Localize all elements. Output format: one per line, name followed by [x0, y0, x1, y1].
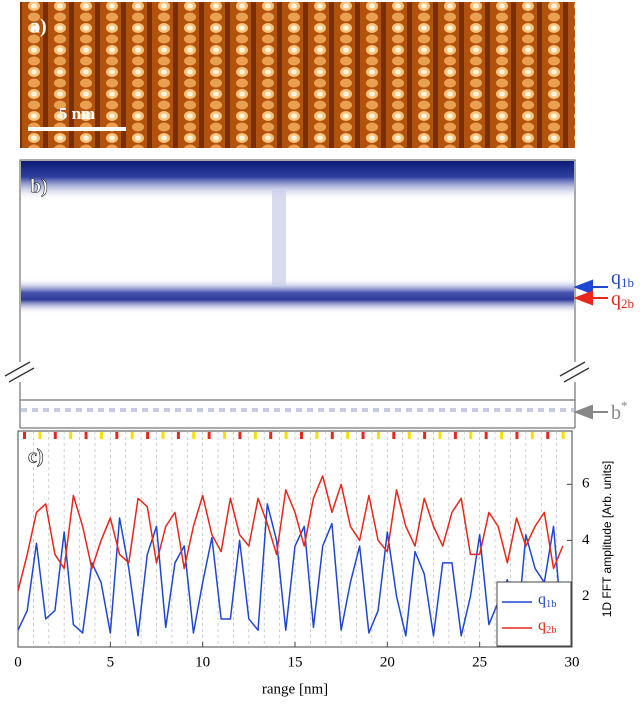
x-tick-label: 10: [195, 654, 210, 670]
lattice-marker: [315, 432, 319, 439]
stm-image: [20, 2, 575, 148]
lattice-marker: [407, 432, 411, 439]
y-tick-label: 4: [582, 532, 590, 548]
lattice-marker: [53, 432, 57, 439]
panel-label: c): [28, 446, 44, 468]
lattice-marker: [346, 432, 350, 439]
lattice-marker: [23, 432, 26, 439]
line-series: [17, 475, 564, 592]
lattice-marker: [99, 432, 103, 439]
y-tick-label: 6: [582, 476, 590, 492]
lattice-marker: [484, 432, 488, 439]
fft-streak: [272, 190, 286, 285]
arrow: [573, 279, 608, 295]
lattice-marker: [453, 432, 457, 439]
x-tick-label: 20: [380, 654, 395, 670]
panel-b: b) q1b q2b b*: [4, 159, 634, 429]
lattice-marker: [192, 432, 196, 439]
lattice-marker: [238, 432, 242, 439]
lattice-marker: [115, 432, 119, 439]
panel-a: a) 5 nm: [20, 2, 575, 148]
x-tick-label: 0: [14, 654, 22, 670]
lattice-marker: [84, 432, 88, 439]
lattice-marker: [146, 432, 150, 439]
annotation: b*: [611, 398, 628, 424]
break-gap: [8, 362, 32, 382]
lattice-marker: [530, 432, 534, 439]
fft-top: [21, 161, 574, 201]
scale-bar: [28, 127, 126, 131]
scale-label: 5 nm: [59, 104, 95, 123]
lattice-marker: [38, 432, 42, 439]
lattice-marker: [423, 432, 427, 439]
lattice-marker: [561, 432, 565, 439]
lattice-marker: [130, 432, 134, 439]
lattice-marker: [300, 432, 303, 439]
x-tick-label: 25: [472, 654, 487, 670]
lattice-marker: [361, 432, 365, 439]
axis-break: [4, 361, 590, 383]
x-tick-label: 15: [288, 654, 303, 670]
line-series: [17, 503, 564, 640]
lattice-marker: [284, 432, 288, 439]
y-axis-label: 1D FFT amplitude [Arb. units]: [600, 461, 614, 618]
panel-c: 0 5 10 15 20 25 30 2 4 6 range [nm] 1D FFT amplitud…: [14, 430, 614, 697]
legend-label: q2b: [538, 617, 556, 637]
lattice-marker: [392, 432, 396, 439]
annotation: q1b: [611, 267, 634, 290]
lattice-marker: [515, 432, 519, 439]
lattice-marker: [500, 432, 504, 439]
y-tick-label: 2: [582, 588, 590, 604]
lattice-marker: [376, 432, 380, 439]
legend-label: q1b: [538, 591, 556, 611]
annotation: q2b: [611, 288, 634, 311]
lattice-marker: [223, 432, 227, 439]
panel-label: b): [30, 176, 48, 198]
arrow: [573, 290, 608, 306]
panel-label: a): [30, 16, 47, 38]
lattice-marker: [161, 432, 165, 439]
lattice-marker: [176, 432, 180, 439]
x-tick-label: 5: [107, 654, 115, 670]
fft-band: [21, 278, 574, 314]
lattice-marker: [69, 432, 73, 439]
lattice-marker: [330, 432, 334, 439]
break-gap: [563, 362, 587, 382]
x-axis-label: range [nm]: [262, 681, 328, 697]
lattice-marker: [546, 432, 550, 439]
lattice-marker: [253, 432, 257, 439]
lattice-marker: [438, 432, 442, 439]
lattice-marker: [207, 432, 211, 439]
x-tick-label: 30: [565, 654, 580, 670]
legend-box: [496, 581, 572, 647]
lattice-marker: [269, 432, 273, 439]
lattice-marker: [469, 432, 473, 439]
arrow: [573, 404, 608, 420]
